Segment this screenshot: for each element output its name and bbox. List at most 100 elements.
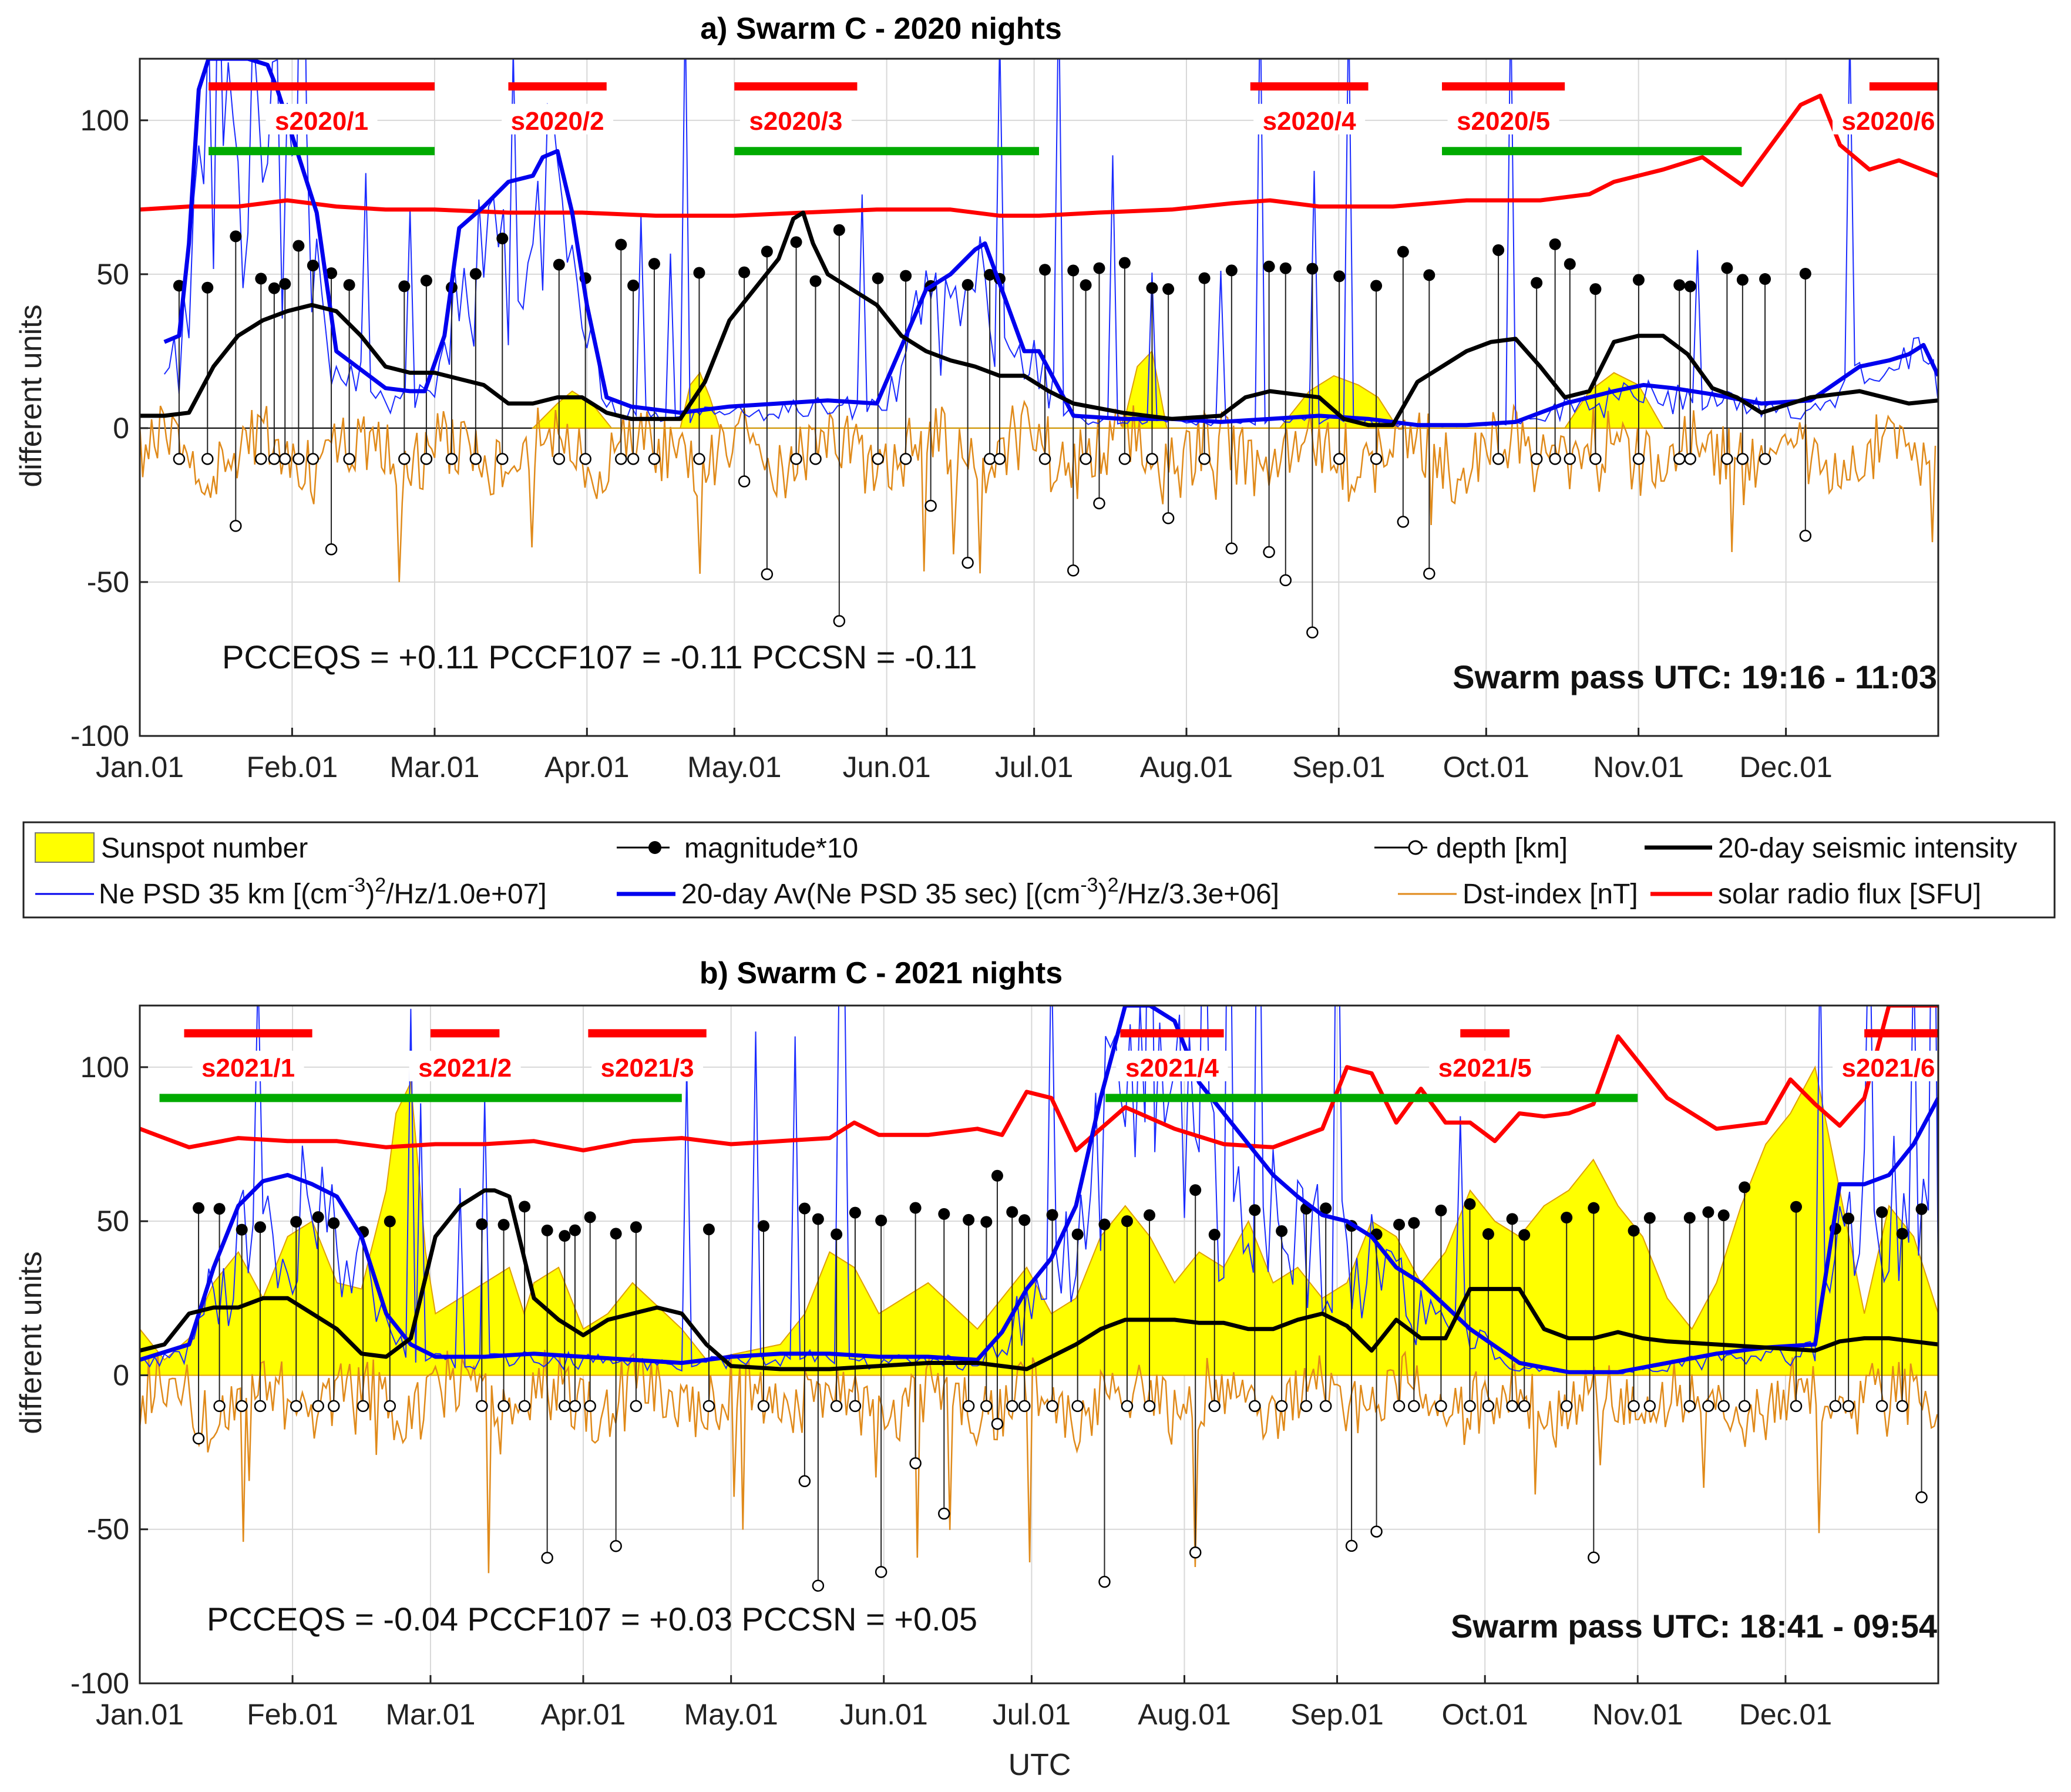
xtick-label-b-0: Jan.01 xyxy=(96,1698,184,1731)
depth-marker xyxy=(268,453,281,465)
depth-marker xyxy=(1370,453,1383,465)
segment-label-a-4: s2020/5 xyxy=(1457,107,1550,136)
segment-label-b-4: s2021/5 xyxy=(1438,1054,1532,1082)
magnitude-marker xyxy=(328,1217,340,1229)
depth-marker xyxy=(1702,1400,1714,1413)
xtick-label-b-9: Oct.01 xyxy=(1442,1698,1528,1731)
magnitude-marker xyxy=(738,266,751,278)
depth-marker xyxy=(1333,453,1346,465)
ne-psd-avg-line-b xyxy=(140,1006,1938,1374)
magnitude-marker xyxy=(1118,257,1131,269)
depth-marker xyxy=(757,1400,770,1413)
magnitude-marker xyxy=(1162,283,1175,295)
depth-marker xyxy=(584,1400,596,1413)
magnitude-marker xyxy=(831,1228,843,1240)
depth-marker xyxy=(230,520,242,532)
magnitude-marker xyxy=(812,1213,824,1225)
xtick-label-a-4: May.01 xyxy=(687,751,781,784)
xtick-label-a-1: Feb.01 xyxy=(247,751,338,784)
panel-a-title: a) Swarm C - 2020 nights xyxy=(700,12,1062,46)
depth-marker xyxy=(398,453,411,465)
magnitude-marker xyxy=(1518,1229,1531,1241)
ne-psd-avg-line-a xyxy=(163,59,1938,428)
xtick-label-b-6: Jul.01 xyxy=(993,1698,1071,1731)
magnitude-marker xyxy=(1225,264,1238,277)
panel-a-pcc-stats: PCCEQS = +0.11 PCCF107 = -0.11 PCCSN = -… xyxy=(222,638,977,675)
xtick-label-b-1: Feb.01 xyxy=(247,1698,338,1731)
legend-depth-marker xyxy=(1408,840,1423,855)
magnitude-marker xyxy=(1915,1203,1928,1215)
depth-marker xyxy=(993,453,1006,465)
magnitude-marker xyxy=(1397,246,1409,258)
magnitude-marker xyxy=(1799,267,1811,280)
depth-marker xyxy=(833,615,846,627)
segment-label-bg-a-2 xyxy=(739,103,852,135)
magnitude-marker xyxy=(254,1221,266,1233)
legend-ne-psd: Ne PSD 35 km [(cm-3)2/Hz/1.0e+07] xyxy=(99,874,547,910)
ytick-label-b-0: 0 xyxy=(113,1359,129,1391)
depth-marker xyxy=(1684,453,1697,465)
depth-marker xyxy=(761,568,774,580)
magnitude-marker xyxy=(1506,1213,1518,1225)
magnitude-marker xyxy=(1464,1198,1476,1211)
magnitude-marker xyxy=(938,1208,950,1220)
magnitude-marker xyxy=(1208,1229,1221,1241)
magnitude-marker xyxy=(1435,1204,1447,1216)
depth-marker xyxy=(278,453,291,465)
depth-marker xyxy=(1143,1400,1156,1413)
depth-marker xyxy=(1464,1400,1476,1413)
magnitude-marker xyxy=(398,280,411,292)
magnitude-marker xyxy=(497,1219,510,1231)
depth-marker xyxy=(255,453,267,465)
magnitude-marker xyxy=(541,1224,553,1236)
magnitude-marker xyxy=(900,270,912,282)
depth-marker xyxy=(738,475,751,487)
panel-b-ylabel: different units xyxy=(14,1251,48,1434)
depth-marker xyxy=(579,453,591,465)
panel-b-plot: s2021/1 s2021/2 s2021/3 s2021/4 s2021/5 s2021… xyxy=(70,1004,1944,1731)
depth-marker xyxy=(630,1400,643,1413)
depth-marker xyxy=(980,1400,993,1413)
solar-flux-line-b xyxy=(140,1006,1938,1152)
magnitude-marker xyxy=(268,282,280,294)
depth-marker xyxy=(812,1579,825,1592)
xtick-label-a-9: Oct.01 xyxy=(1443,751,1529,784)
depth-marker xyxy=(1492,453,1505,465)
depth-marker xyxy=(569,1400,581,1413)
depth-marker xyxy=(1018,1400,1031,1413)
depth-marker xyxy=(173,453,186,465)
magnitude-marker xyxy=(1306,263,1319,275)
depth-marker xyxy=(809,453,822,465)
depth-marker xyxy=(1067,564,1080,577)
segment-label-a-0: s2020/1 xyxy=(275,107,368,136)
magnitude-marker xyxy=(1423,269,1435,281)
depth-marker xyxy=(201,453,214,465)
magnitude-marker xyxy=(627,280,640,292)
depth-marker xyxy=(384,1400,396,1413)
magnitude-marker xyxy=(798,1202,811,1215)
depth-marker xyxy=(872,453,884,465)
segment-label-bg-a-4 xyxy=(1447,103,1559,135)
legend-magnitude-marker xyxy=(648,841,661,854)
depth-marker xyxy=(1038,453,1051,465)
plot-area-a xyxy=(140,59,1938,638)
legend-magnitude: magnitude*10 xyxy=(684,833,858,864)
magnitude-marker xyxy=(1876,1206,1888,1218)
segment-label-a-2: s2020/3 xyxy=(749,107,842,136)
xtick-label-a-11: Dec.01 xyxy=(1739,751,1832,784)
depth-marker xyxy=(213,1400,226,1413)
panel-a: a) Swarm C - 2020 nights different units… xyxy=(14,12,1944,784)
segment-label-bg-a-5 xyxy=(1833,103,1944,135)
magnitude-marker xyxy=(293,240,305,252)
legend-f107: solar radio flux [SFU] xyxy=(1718,879,1981,910)
magnitude-marker xyxy=(630,1221,642,1233)
magnitude-marker xyxy=(519,1201,531,1213)
depth-marker xyxy=(559,1400,571,1413)
segment-label-bg-b-0 xyxy=(192,1050,304,1081)
depth-marker xyxy=(1829,1400,1842,1413)
depth-marker xyxy=(1300,1400,1313,1413)
depth-marker xyxy=(1006,1400,1018,1413)
ytick-label-a--50: -50 xyxy=(87,566,129,599)
magnitude-marker xyxy=(1067,264,1080,277)
xtick-label-a-5: Jun.01 xyxy=(843,751,931,784)
